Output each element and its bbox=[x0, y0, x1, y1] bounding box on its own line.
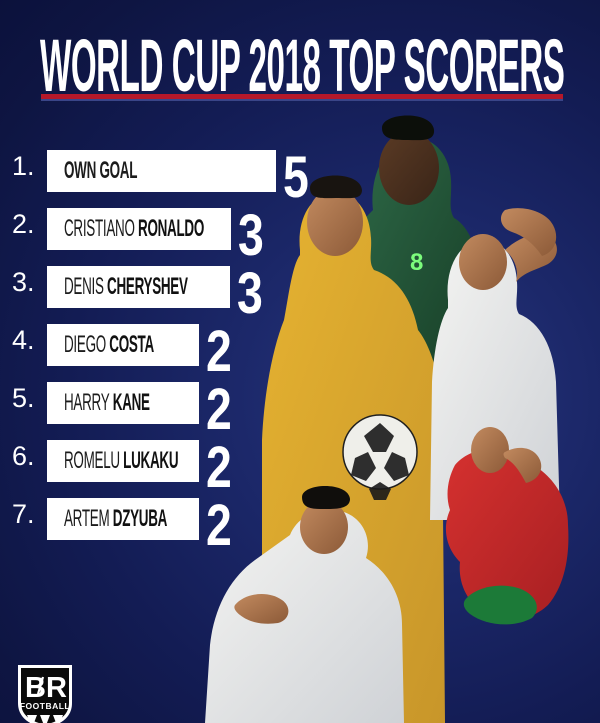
svg-text:8: 8 bbox=[410, 249, 423, 276]
svg-text:R: R bbox=[46, 672, 67, 704]
svg-text:FOOTBALL: FOOTBALL bbox=[20, 701, 70, 711]
svg-text:B: B bbox=[25, 672, 46, 704]
